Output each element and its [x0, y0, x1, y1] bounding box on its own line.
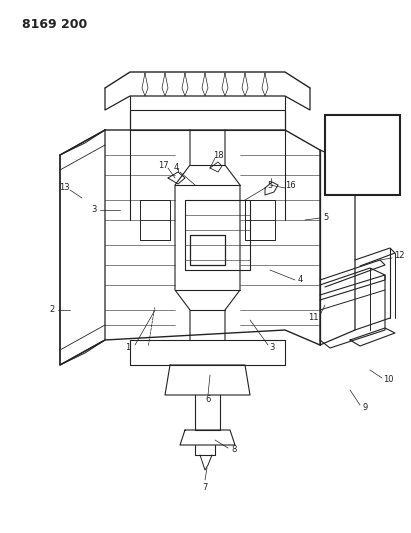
Bar: [325, 115, 400, 195]
Text: 3: 3: [91, 206, 97, 214]
Text: 12: 12: [394, 252, 404, 261]
Text: 10: 10: [383, 376, 393, 384]
Text: 9: 9: [363, 403, 367, 413]
Text: 3: 3: [269, 343, 275, 352]
Text: 8169 200: 8169 200: [22, 18, 87, 31]
Text: 7: 7: [202, 482, 208, 491]
Text: 8: 8: [231, 446, 237, 455]
Text: 14: 14: [347, 152, 357, 161]
Text: 13: 13: [59, 182, 69, 191]
Text: 2: 2: [49, 305, 55, 314]
Text: 18: 18: [212, 150, 223, 159]
Text: 4: 4: [298, 276, 302, 285]
Text: 15: 15: [370, 124, 380, 133]
Text: 5: 5: [268, 181, 272, 190]
Text: 1: 1: [125, 343, 131, 352]
Text: 6: 6: [206, 395, 211, 405]
Text: 11: 11: [308, 313, 318, 322]
Text: 5: 5: [323, 214, 329, 222]
Text: 17: 17: [158, 160, 169, 169]
Text: 4: 4: [173, 164, 179, 173]
Text: 16: 16: [285, 182, 296, 190]
